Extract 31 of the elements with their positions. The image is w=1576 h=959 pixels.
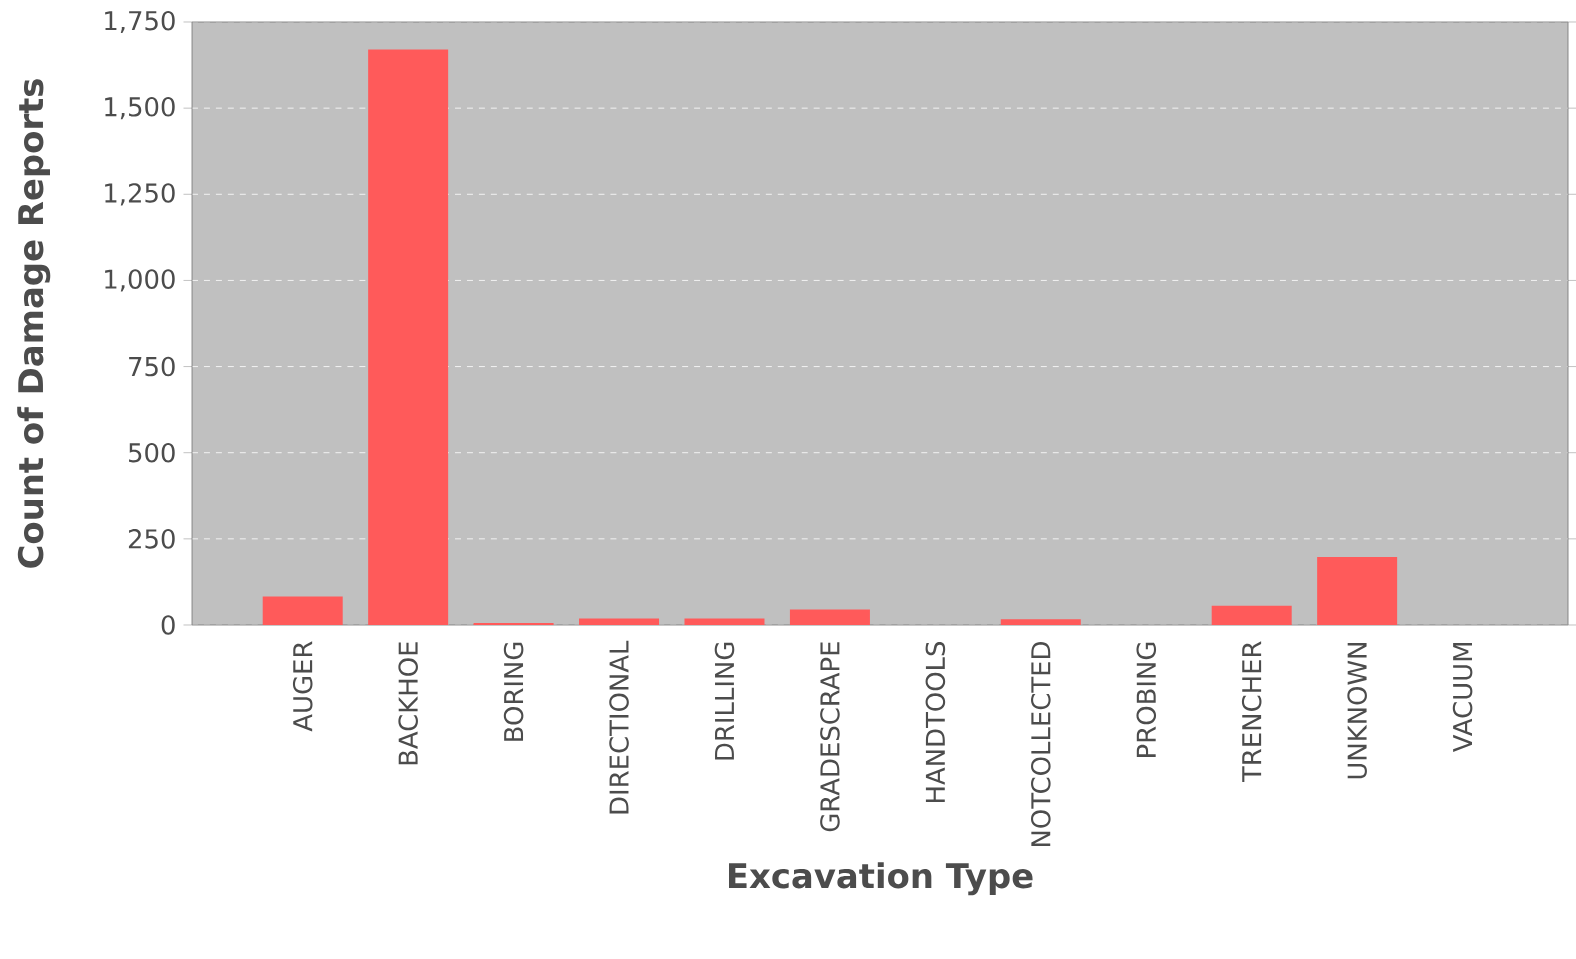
x-tick-label: PROBING: [1136, 642, 1157, 757]
bar: [1211, 605, 1292, 625]
x-tick-label: NOTCOLLECTED: [1031, 642, 1051, 847]
x-tick-label: TRENCHER: [1241, 641, 1262, 783]
x-tick-label: UNKNOWN: [1347, 643, 1367, 779]
x-tick-label: DRILLING: [714, 642, 735, 760]
y-tick-label: 1,000: [105, 269, 175, 292]
y-axis-title: Count of Damage Reports: [17, 79, 51, 568]
x-tick-label: BORING: [503, 642, 524, 741]
x-tick-label: DIRECTIONAL: [609, 640, 629, 814]
x-axis-title: Excavation Type: [729, 862, 1033, 896]
bar: [684, 618, 765, 625]
x-tick-label: HANDTOOLS: [925, 642, 946, 803]
y-tick-label: 500: [129, 442, 175, 463]
y-tick-label: 1,750: [105, 10, 175, 34]
bar: [368, 49, 449, 625]
y-tick-label: 1,250: [105, 183, 175, 206]
y-tick-label: 0: [161, 615, 175, 635]
x-tick-label: GRADESCRAPE: [820, 642, 840, 832]
x-tick-label: AUGER: [292, 641, 313, 732]
y-tick-label: 250: [128, 529, 175, 549]
x-tick-label: BACKHOE: [398, 642, 418, 765]
y-tick-label: 750: [129, 356, 175, 377]
bar: [473, 622, 554, 625]
y-tick-label: 1,500: [105, 97, 175, 120]
bar: [1317, 557, 1398, 625]
bar: [262, 596, 343, 625]
bar: [789, 609, 870, 625]
x-tick-label: VACUUM: [1452, 643, 1473, 753]
bar: [579, 618, 660, 625]
bar: [1000, 619, 1081, 625]
